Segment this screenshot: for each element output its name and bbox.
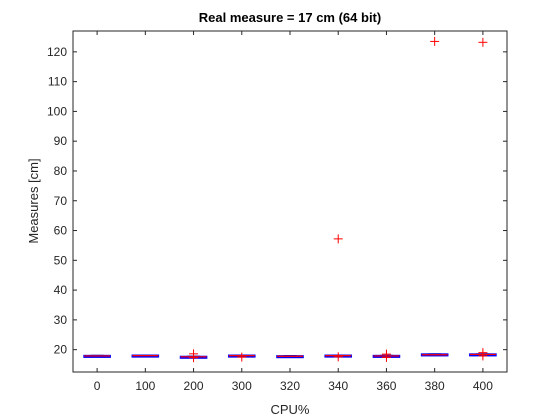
- plot-area: [72, 30, 508, 373]
- y-tick-label: 80: [54, 164, 68, 178]
- x-tick-label: 380: [425, 379, 445, 393]
- chart-title: Real measure = 17 cm (64 bit): [199, 10, 381, 25]
- x-tick-label: 0: [94, 379, 101, 393]
- x-tick-label: 320: [280, 379, 300, 393]
- box-300: [227, 352, 256, 362]
- box-340: [324, 234, 353, 362]
- box-360: [372, 349, 401, 362]
- y-tick-label: 60: [54, 224, 68, 238]
- x-tick-label: 100: [135, 379, 155, 393]
- y-tick-label: 90: [54, 134, 68, 148]
- box-200: [179, 349, 208, 363]
- boxes-group: [83, 36, 497, 363]
- box-100: [131, 354, 160, 358]
- y-tick-label: 30: [54, 313, 68, 327]
- y-tick-label: 50: [54, 253, 68, 267]
- box-380: [420, 36, 449, 357]
- x-axis-ticks: 0 100 200 300 320 340 360 380 400: [94, 31, 493, 393]
- y-tick-label: 110: [48, 75, 67, 89]
- y-tick-label: 70: [54, 194, 68, 208]
- box-400: [469, 37, 497, 361]
- x-tick-label: 200: [184, 379, 204, 393]
- y-axis-label: Measures [cm]: [26, 158, 41, 243]
- x-tick-label: 340: [328, 379, 348, 393]
- y-axis-ticks: 20 30 40 50 60 70 80 90 100 110 120: [47, 45, 507, 357]
- x-tick-label: 360: [376, 379, 396, 393]
- y-tick-label: 20: [54, 343, 68, 357]
- y-tick-label: 100: [47, 104, 67, 118]
- box-0: [83, 354, 111, 358]
- y-tick-label: 40: [54, 283, 68, 297]
- box-320: [276, 355, 304, 359]
- x-axis-label: CPU%: [270, 402, 309, 417]
- x-tick-label: 400: [473, 379, 493, 393]
- x-tick-label: 300: [232, 379, 252, 393]
- y-tick-label: 120: [47, 45, 67, 59]
